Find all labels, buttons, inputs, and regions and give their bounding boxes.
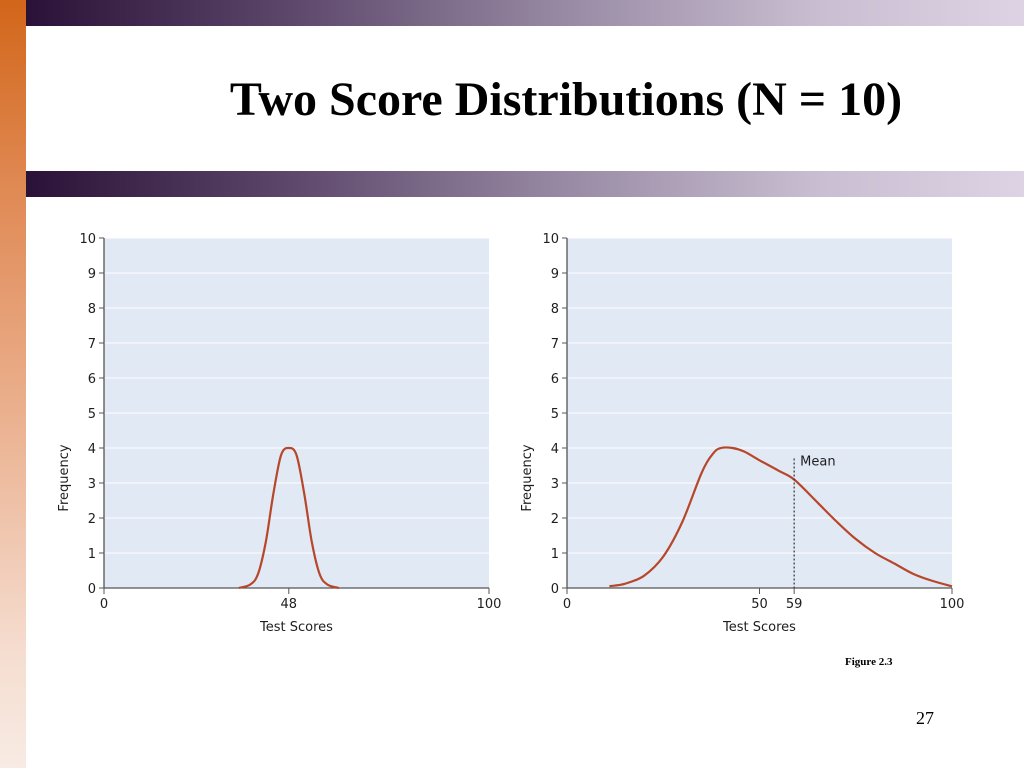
page-number: 27 xyxy=(916,708,934,728)
chart-2-x-tick-label: 59 xyxy=(786,597,803,612)
chart-2-y-tick-label: 3 xyxy=(551,477,559,492)
chart-1-x-tick-label: 0 xyxy=(100,597,108,612)
chart-2-y-tick-label: 2 xyxy=(551,512,559,527)
chart-1-y-tick-label: 3 xyxy=(88,477,96,492)
chart-2-x-tick-label: 100 xyxy=(940,597,965,612)
chart-2-x-tick-label: 0 xyxy=(563,597,571,612)
chart-2-y-tick-label: 8 xyxy=(551,302,559,317)
chart-2-y-tick-label: 10 xyxy=(542,232,559,247)
chart-2-series-1-curve xyxy=(609,446,953,588)
chart-1-y-tick-label: 6 xyxy=(88,372,96,387)
chart-1-x-tick-label: 48 xyxy=(281,597,298,612)
chart-1-y-tick-label: 1 xyxy=(88,547,96,562)
chart-2-y-tick-label: 7 xyxy=(551,337,559,352)
figure-caption: Figure 2.3 xyxy=(845,656,893,668)
chart-1-y-tick-label: 4 xyxy=(88,442,96,457)
slide-title: Two Score Distributions (N = 10) xyxy=(229,73,903,126)
top-gradient-band xyxy=(26,0,1024,26)
chart-1-x-tick-label: 100 xyxy=(477,597,502,612)
chart-2-y-tick-label: 6 xyxy=(551,372,559,387)
chart-2-y-tick-label: 9 xyxy=(551,267,559,282)
chart-1-y-tick-label: 9 xyxy=(88,267,96,282)
chart-2-y-axis-title: Frequency xyxy=(520,444,535,511)
chart-2-x-axis-title: Test Scores xyxy=(722,620,796,635)
chart-1-x-axis-title: Test Scores xyxy=(259,620,333,635)
chart-1-y-tick-label: 0 xyxy=(88,582,96,597)
chart-2-y-tick-label: 1 xyxy=(551,547,559,562)
chart-1-y-tick-label: 8 xyxy=(88,302,96,317)
chart-1-y-axis-title: Frequency xyxy=(57,444,72,511)
chart-2-x-tick-label: 50 xyxy=(751,597,768,612)
chart-2-y-tick-label: 0 xyxy=(551,582,559,597)
chart-1-y-tick-label: 5 xyxy=(88,407,96,422)
chart-1-y-tick-label: 7 xyxy=(88,337,96,352)
chart-2-y-tick-label: 5 xyxy=(551,407,559,422)
chart-1-y-tick-label: 10 xyxy=(79,232,96,247)
left-decorative-strip xyxy=(0,0,26,768)
chart-2-mean-label: Mean xyxy=(800,455,835,470)
chart-1-y-tick-label: 2 xyxy=(88,512,96,527)
chart-1-series-1-curve xyxy=(238,446,340,590)
title-divider-band xyxy=(26,171,1024,197)
chart-2-y-tick-label: 4 xyxy=(551,442,559,457)
